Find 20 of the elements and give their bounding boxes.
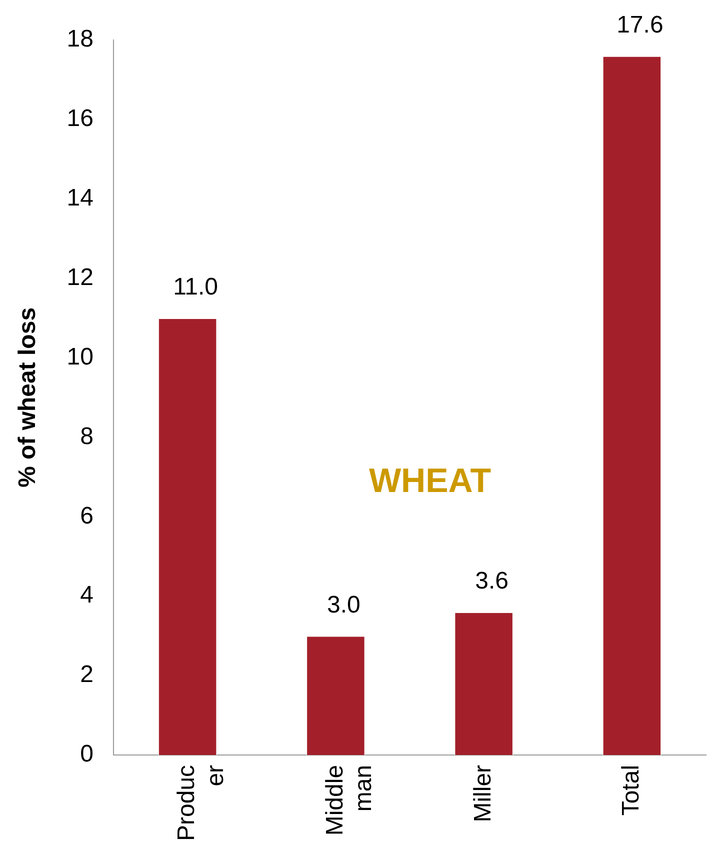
y-tick-label: 14 — [66, 184, 94, 212]
y-tick-label: 4 — [80, 582, 94, 609]
data-label: 11.0 — [173, 274, 218, 301]
y-tick-label: 6 — [80, 502, 94, 530]
x-tick-label: Middleman — [321, 764, 378, 836]
data-label: 3.0 — [326, 591, 360, 618]
data-label: 17.6 — [616, 12, 664, 39]
y-tick-label: 2 — [80, 661, 94, 688]
y-tick-label: 18 — [66, 26, 94, 53]
y-tick-label: 0 — [80, 740, 94, 768]
annotation: WHEAT — [368, 462, 492, 501]
x-tick-label: Total — [618, 764, 645, 816]
y-tick-label: 10 — [66, 343, 94, 370]
y-tick-label: 12 — [66, 264, 94, 291]
y-tick-label: 8 — [80, 422, 94, 450]
y-tick-label: 16 — [66, 105, 94, 132]
x-tick-label: Producer — [173, 764, 229, 842]
y-axis-title: % of wheat loss — [14, 307, 42, 488]
data-label: 3.6 — [475, 568, 508, 595]
x-tick-label: Miller — [469, 764, 496, 822]
